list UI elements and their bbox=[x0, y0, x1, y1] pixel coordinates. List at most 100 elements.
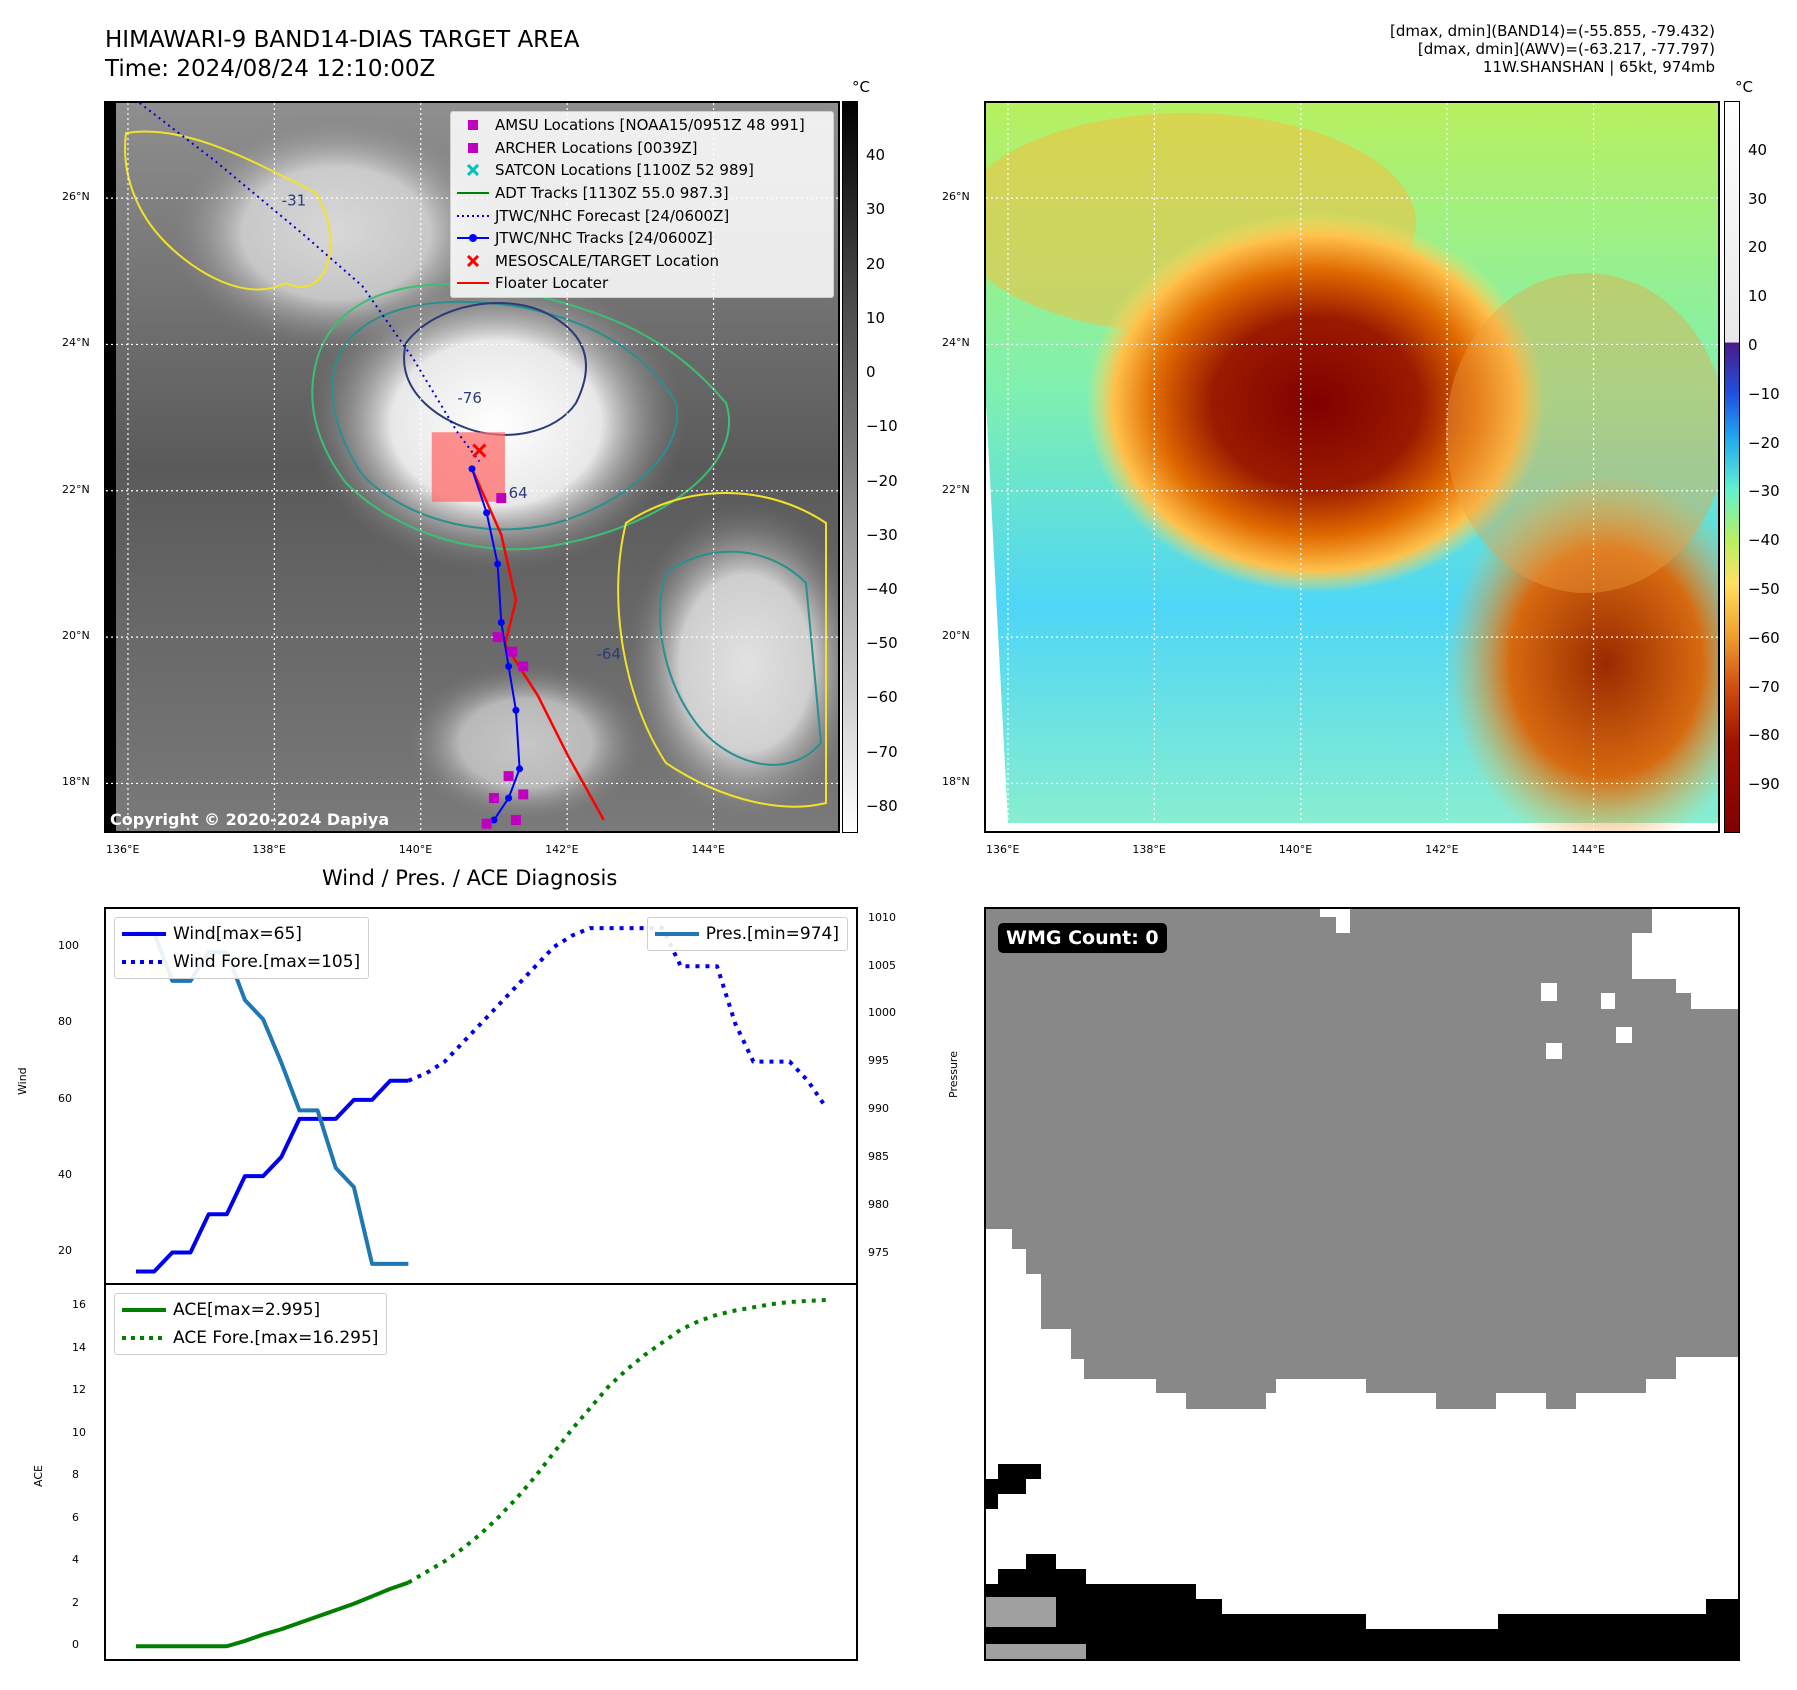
legend-pressure: Pres.[min=974] bbox=[648, 920, 847, 948]
ace-tick-label: 16 bbox=[72, 1298, 86, 1312]
lat-tick-label: 22°N bbox=[942, 482, 970, 496]
colorbar-tick-label: −50 bbox=[866, 634, 898, 653]
legend-pressure-line bbox=[648, 931, 706, 937]
wmg-gray-region bbox=[986, 909, 1738, 1409]
colorbar-tick-label: −60 bbox=[1748, 628, 1780, 647]
wmg-panel: WMG Count: 0 bbox=[984, 907, 1740, 1661]
colorbar-tick-label: −90 bbox=[1748, 775, 1780, 794]
lon-tick-label: 140°E bbox=[398, 843, 433, 856]
legend-x bbox=[466, 164, 480, 177]
color-colorbar-unit: °C bbox=[1735, 78, 1753, 96]
info-line-1: [dmax, dmin](BAND14)=(-55.855, -79.432) bbox=[1390, 22, 1715, 40]
wind-tick-label: 100 bbox=[58, 939, 79, 953]
map-legend-item: JTWC/NHC Forecast [24/0600Z] bbox=[451, 204, 833, 227]
colorbar-tick-label: −80 bbox=[1748, 726, 1780, 745]
ace-tick-label: 14 bbox=[72, 1340, 86, 1354]
wmg-grid-svg bbox=[986, 909, 1738, 1659]
map-legend-label: ADT Tracks [1130Z 55.0 987.3] bbox=[495, 184, 729, 203]
wind-axis-label: Wind bbox=[16, 1067, 29, 1095]
title-line-1: HIMAWARI-9 BAND14-DIAS TARGET AREA bbox=[105, 27, 580, 53]
map-tracks: -31 -76 64 -64 bbox=[138, 103, 621, 829]
legend-wind: Wind[max=65] bbox=[115, 920, 368, 948]
map-legend-item: ADT Tracks [1130Z 55.0 987.3] bbox=[451, 182, 833, 205]
legend-square bbox=[468, 120, 478, 131]
awv-band-se bbox=[1446, 473, 1718, 831]
colorbar-tick-label: −30 bbox=[1748, 482, 1780, 501]
pressure-legend: Pres.[min=974] bbox=[646, 917, 848, 951]
contour-teal-core bbox=[331, 300, 679, 531]
map-legend-item: Floater Locater bbox=[451, 272, 833, 295]
colorbar-tick-label: −20 bbox=[866, 471, 898, 490]
colorbar-tick-label: −80 bbox=[866, 796, 898, 815]
colorbar-tick-label: −20 bbox=[1748, 433, 1780, 452]
pressure-tick-label: 995 bbox=[868, 1054, 889, 1068]
colorbar-tick-label: 40 bbox=[866, 146, 886, 165]
colorbar-tick-label: 10 bbox=[1748, 287, 1768, 306]
color-colorbar bbox=[1724, 101, 1740, 833]
colorbar-tick-label: 20 bbox=[1748, 238, 1768, 257]
amsu-location bbox=[496, 493, 507, 504]
series-line bbox=[407, 926, 828, 1109]
figure-title: HIMAWARI-9 BAND14-DIAS TARGET AREA Time:… bbox=[105, 26, 579, 84]
copyright-text: Copyright © 2020-2024 Dapiya bbox=[110, 810, 390, 829]
map-legend-symbol bbox=[451, 187, 495, 199]
colorbar-tick-label: 40 bbox=[1748, 140, 1768, 159]
wmg-gray-patch-2 bbox=[986, 1644, 1086, 1659]
colorbar-tick-label: −70 bbox=[866, 742, 898, 761]
wmg-hole-4 bbox=[1546, 1043, 1562, 1059]
series-line bbox=[136, 930, 409, 1266]
pressure-tick-label: 1005 bbox=[868, 958, 896, 972]
map-legend-item: SATCON Locations [1100Z 52 989] bbox=[451, 159, 833, 182]
legend-wind-label: Wind[max=65] bbox=[173, 924, 302, 944]
series-line bbox=[136, 1580, 410, 1649]
contour-label: -64 bbox=[596, 645, 621, 663]
series-line bbox=[407, 1297, 827, 1585]
amsu-location bbox=[507, 646, 518, 657]
ir-cloud-mass-core bbox=[306, 273, 686, 573]
legend-ace-line bbox=[115, 1307, 173, 1313]
lon-tick-label: 138°E bbox=[1132, 843, 1166, 856]
colorbar-tick-label: −70 bbox=[1748, 677, 1780, 696]
legend-wind-fore-line bbox=[115, 959, 173, 965]
awv-map-svg bbox=[986, 103, 1718, 831]
ace-tick-label: 4 bbox=[72, 1553, 79, 1567]
amsu-location bbox=[481, 818, 492, 829]
map-legend-symbol bbox=[451, 164, 495, 177]
lat-tick-label: 20°N bbox=[942, 629, 970, 643]
jtwc-track-point bbox=[516, 765, 524, 773]
info-line-3: 11W.SHANSHAN | 65kt, 974mb bbox=[1482, 58, 1715, 76]
contour-label: -76 bbox=[457, 389, 482, 407]
wmg-gray-patch bbox=[986, 1597, 1056, 1627]
target-area-box bbox=[431, 432, 505, 502]
colorbar-tick-label: −40 bbox=[866, 580, 898, 598]
legend-pressure-label: Pres.[min=974] bbox=[705, 924, 839, 944]
map-legend-label: JTWC/NHC Tracks [24/0600Z] bbox=[495, 229, 713, 248]
amsu-location bbox=[492, 632, 503, 643]
jtwc-track-point bbox=[468, 465, 476, 473]
colorbar-tick-label: −50 bbox=[1748, 580, 1780, 598]
contour-label: 64 bbox=[509, 484, 528, 502]
ace-tick-label: 8 bbox=[72, 1468, 79, 1482]
wind-tick-label: 20 bbox=[58, 1244, 72, 1258]
legend-square bbox=[468, 142, 478, 153]
map-legend-label: MESOSCALE/TARGET Location bbox=[495, 251, 720, 270]
map-legend-symbol bbox=[451, 119, 495, 131]
colorbar-tick-label: −60 bbox=[866, 688, 898, 707]
ace-axis-label: ACE bbox=[32, 1465, 45, 1487]
pressure-tick-label: 985 bbox=[868, 1150, 889, 1164]
lon-tick-label: 136°E bbox=[985, 843, 1020, 856]
wmg-black-region bbox=[986, 1464, 1738, 1659]
lat-tick-label: 26°N bbox=[62, 190, 90, 204]
pressure-tick-label: 1000 bbox=[868, 1006, 896, 1020]
jtwc-track-point bbox=[494, 560, 502, 568]
lon-tick-label: 144°E bbox=[1571, 843, 1605, 856]
map-legend-symbol bbox=[451, 277, 495, 289]
wind-legend: Wind[max=65] Wind Fore.[max=105] bbox=[114, 917, 370, 979]
map-legend-label: JTWC/NHC Forecast [24/0600Z] bbox=[495, 206, 730, 225]
wind-tick-label: 80 bbox=[58, 1015, 72, 1029]
contour-yellow-east bbox=[617, 492, 827, 808]
info-line-2: [dmax, dmin](AWV)=(-63.217, -77.797) bbox=[1417, 40, 1715, 58]
wmg-hole-3 bbox=[1616, 1027, 1632, 1043]
pressure-tick-label: 990 bbox=[868, 1102, 889, 1116]
lon-tick-label: 144°E bbox=[691, 843, 725, 856]
